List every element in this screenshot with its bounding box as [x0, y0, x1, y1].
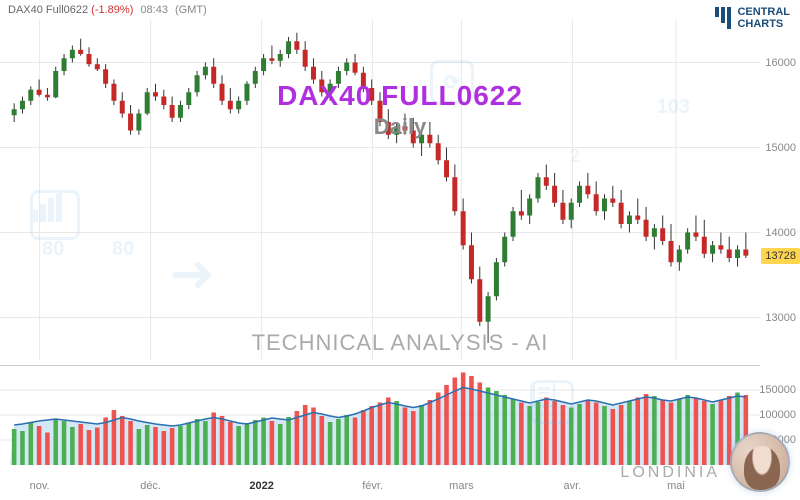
timestamp: 08:43	[140, 4, 168, 16]
assistant-avatar[interactable]	[730, 432, 790, 492]
pct-change: (-1.89%)	[91, 4, 133, 16]
price-chart[interactable]: 13000140001500016000 13728	[0, 20, 760, 360]
chart-header: DAX40 Full0622 (-1.89%) 08:43 (GMT)	[8, 4, 207, 16]
x-axis: nov.déc.2022févr.marsavr.mai	[0, 480, 760, 496]
brand-logo: CENTRAL CHARTS	[715, 6, 790, 30]
footer-brand: LONDINIA	[620, 464, 720, 482]
symbol-label: DAX40 Full0622	[8, 4, 88, 16]
logo-bars-icon	[715, 7, 731, 29]
logo-line1: CENTRAL	[737, 6, 790, 18]
logo-line2: CHARTS	[737, 18, 790, 30]
timezone: (GMT)	[175, 4, 207, 16]
volume-svg	[0, 365, 760, 465]
volume-chart[interactable]: 50000100000150000	[0, 365, 760, 465]
last-price-badge: 13728	[761, 248, 800, 264]
candlestick-svg	[0, 20, 760, 360]
